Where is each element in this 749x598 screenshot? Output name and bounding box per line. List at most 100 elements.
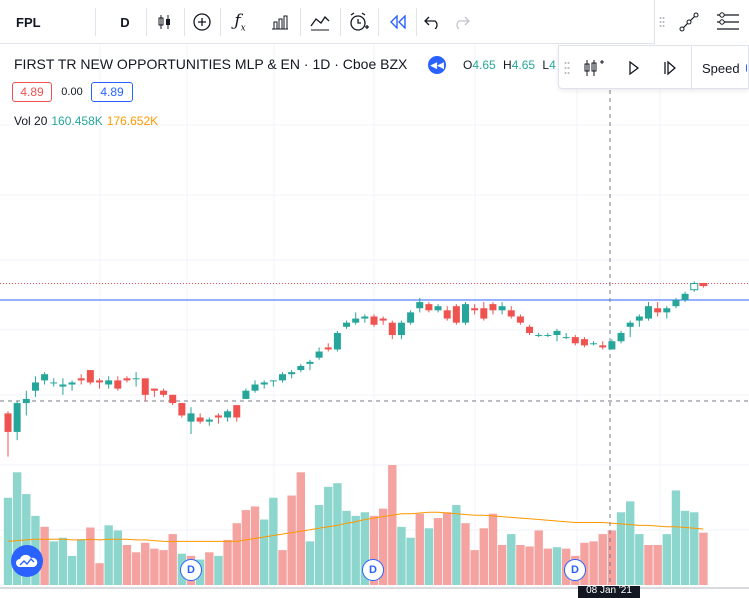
volume-label: Vol 20 — [14, 114, 48, 128]
interval-button[interactable]: D — [120, 14, 130, 30]
volume-bar — [269, 497, 278, 585]
add-compare-icon — [193, 13, 211, 31]
candle — [288, 370, 296, 379]
redo-button[interactable] — [448, 0, 474, 44]
replay-panel: Speed — [558, 45, 749, 90]
play-button[interactable] — [621, 46, 647, 90]
candle — [571, 335, 579, 346]
candle — [333, 330, 341, 352]
volume-ma-line — [7, 511, 704, 542]
compare-button[interactable] — [188, 0, 216, 44]
candle — [608, 339, 616, 350]
undo-button[interactable] — [420, 0, 446, 44]
candle-body — [50, 382, 58, 384]
volume-bar — [525, 546, 534, 585]
candle — [269, 380, 277, 387]
candle — [663, 306, 671, 319]
candle — [388, 320, 396, 340]
volume-bar — [662, 534, 671, 585]
candle — [516, 314, 524, 325]
volume-bar — [260, 519, 269, 585]
object-tree-button[interactable] — [713, 10, 743, 34]
sell-price-button[interactable]: 4.89 — [12, 82, 52, 102]
volume-bar — [214, 555, 223, 585]
candle — [544, 332, 552, 338]
candle-body — [178, 403, 186, 416]
symbol-search-button[interactable]: FPL — [16, 14, 41, 30]
candle-body — [370, 316, 378, 325]
candle-body — [13, 403, 21, 432]
toolbar-divider — [184, 8, 185, 36]
chart-style-button[interactable] — [150, 0, 180, 44]
forward-button[interactable] — [657, 46, 683, 90]
financials-icon — [272, 15, 288, 30]
volume-bar — [653, 545, 662, 585]
volume-bar — [113, 530, 122, 585]
candle — [699, 283, 708, 288]
alert-icon — [350, 12, 369, 31]
candle-body — [141, 378, 149, 395]
drag-handle-icon[interactable] — [659, 16, 665, 28]
candle-body — [22, 398, 30, 404]
trend-line-icon — [679, 12, 699, 32]
volume-bar — [516, 545, 525, 585]
volume-bar — [122, 545, 132, 585]
buy-price-button[interactable]: 4.89 — [91, 82, 133, 102]
low-label: L — [542, 58, 550, 72]
candle-series — [4, 281, 708, 457]
volume-bar — [67, 555, 77, 585]
volume-bar — [397, 526, 406, 585]
dividend-marker[interactable]: D — [180, 559, 202, 581]
financials-button[interactable] — [266, 0, 294, 44]
speed-button[interactable]: Speed — [691, 46, 747, 90]
indicators-button[interactable]: ƒx — [226, 0, 254, 44]
candle — [452, 304, 460, 325]
alert-button[interactable] — [344, 0, 374, 44]
candle — [59, 378, 67, 395]
high-value: 4.65 — [511, 58, 536, 72]
candle — [324, 343, 332, 352]
candle — [279, 372, 286, 383]
spread-value: 0.00 — [61, 86, 83, 98]
candle — [471, 304, 479, 315]
candle — [178, 403, 186, 418]
volume-bar — [95, 563, 104, 585]
replay-icon — [390, 15, 406, 29]
candle-body — [41, 374, 49, 381]
candle-body — [352, 318, 360, 323]
candle-body — [635, 316, 643, 321]
candle-body — [77, 378, 85, 381]
candle — [443, 306, 451, 321]
dividend-marker[interactable]: D — [362, 559, 384, 581]
legend-collapse-button[interactable]: ◀◀ — [428, 56, 446, 74]
candle — [599, 341, 607, 350]
candle-body — [343, 322, 351, 327]
candle-body — [224, 411, 232, 418]
candle-body — [626, 322, 634, 327]
candle-body — [535, 335, 543, 337]
candle-body — [516, 316, 524, 323]
volume-bar — [250, 506, 260, 585]
candle-body — [690, 283, 699, 291]
candle — [526, 324, 534, 336]
candle — [434, 304, 442, 313]
replay-button[interactable] — [384, 0, 412, 44]
volume-bar — [86, 527, 95, 585]
drag-handle-icon[interactable] — [564, 61, 570, 75]
candle-body — [498, 306, 506, 311]
price-chart[interactable] — [0, 45, 749, 596]
candle — [96, 378, 103, 389]
candle-body — [379, 318, 387, 321]
candle-body — [544, 335, 552, 337]
templates-button[interactable] — [306, 0, 334, 44]
volume-bar — [159, 550, 168, 585]
speed-indicator-icon — [745, 64, 747, 72]
candle — [77, 374, 85, 385]
candle — [260, 380, 268, 389]
dividend-marker[interactable]: D — [564, 559, 586, 581]
volume-bar — [104, 525, 113, 585]
select-bar-button[interactable] — [577, 46, 611, 90]
play-icon — [629, 60, 640, 76]
drawing-tool-button[interactable] — [675, 10, 703, 34]
tradingview-logo[interactable] — [11, 545, 43, 577]
